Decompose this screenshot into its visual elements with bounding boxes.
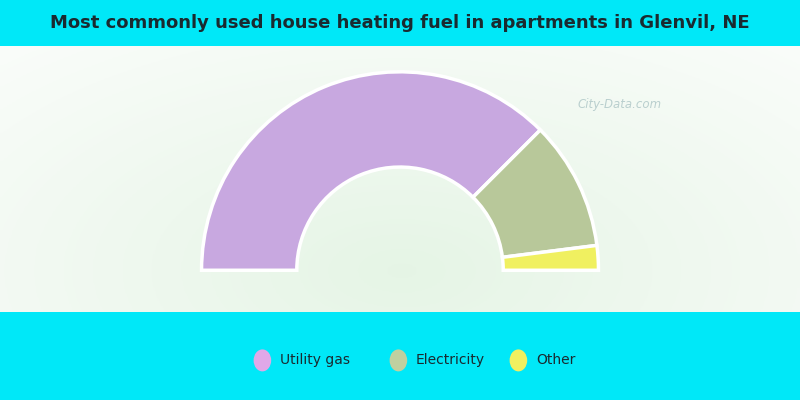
Wedge shape: [473, 130, 597, 257]
Text: Most commonly used house heating fuel in apartments in Glenvil, NE: Most commonly used house heating fuel in…: [50, 14, 750, 32]
Text: City-Data.com: City-Data.com: [578, 98, 662, 111]
Text: Electricity: Electricity: [416, 354, 485, 367]
Wedge shape: [202, 72, 540, 270]
Text: Utility gas: Utility gas: [280, 354, 350, 367]
Wedge shape: [502, 245, 598, 270]
Text: Other: Other: [536, 354, 575, 367]
